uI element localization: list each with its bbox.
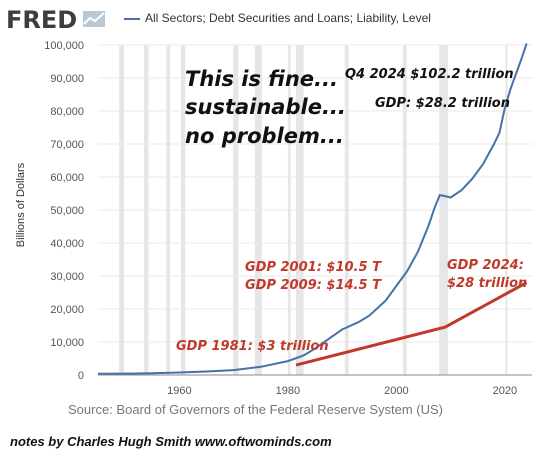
y-tick-label: 80,000 [50, 106, 84, 118]
y-tick-label: 70,000 [50, 139, 84, 151]
chart-frame: FRED All Sectors; Debt Securities and Lo… [6, 6, 532, 417]
annotation-gdp-2024-line1: GDP 2024: [447, 258, 524, 273]
x-tick-label: 1960 [167, 385, 191, 397]
x-tick-labels: 1960 1980 2000 2020 [167, 385, 517, 397]
x-tick-label: 1980 [276, 385, 300, 397]
annotation-q4-2024: Q4 2024 $102.2 trillion [345, 67, 514, 82]
annotation-gdp-1981: GDP 1981: $3 trillion [176, 339, 329, 354]
fred-logo[interactable]: FRED [6, 6, 106, 34]
y-tick-label: 90,000 [50, 73, 84, 85]
annotation-gdp-2024-line2: $28 trillion [447, 276, 527, 291]
annotation-gdp-total: GDP: $28.2 trillion [375, 96, 510, 111]
y-tick-label: 50,000 [50, 205, 84, 217]
y-tick-labels: 0 10,000 20,000 30,000 40,000 50,000 60,000 70,… [44, 40, 84, 382]
series-debt-line [97, 43, 528, 375]
y-tick-label: 60,000 [50, 172, 84, 184]
legend-swatch-debt [124, 18, 140, 20]
author-notes: notes by Charles Hugh Smith www.oftwomin… [10, 434, 332, 449]
annotation-main-line1: This is fine... [185, 67, 338, 91]
x-tick-label: 2000 [384, 385, 408, 397]
source-note: Source: Board of Governors of the Federa… [68, 402, 443, 417]
annotation-main-line2: sustainable... [185, 95, 346, 119]
y-tick-label: 30,000 [50, 271, 84, 283]
y-tick-label: 40,000 [50, 238, 84, 250]
chart-plot: 0 10,000 20,000 30,000 40,000 50,000 60,000 70,… [15, 40, 532, 397]
fred-logo-chart-icon [82, 11, 105, 27]
y-tick-label: 0 [78, 370, 84, 382]
x-tick-label: 2020 [493, 385, 517, 397]
annotation-main-line3: no problem... [185, 124, 344, 148]
legend-label: All Sectors; Debt Securities and Loans; … [145, 11, 431, 25]
y-tick-label: 100,000 [44, 40, 84, 52]
fred-logo-text: FRED [6, 6, 78, 34]
y-axis-label: Billions of Dollars [15, 162, 27, 247]
y-tick-label: 10,000 [50, 337, 84, 349]
annotation-gdp-2001: GDP 2001: $10.5 T [245, 260, 382, 275]
series-gdp-line [295, 281, 528, 367]
y-tick-label: 20,000 [50, 304, 84, 316]
annotation-gdp-2009: GDP 2009: $14.5 T [245, 278, 382, 293]
